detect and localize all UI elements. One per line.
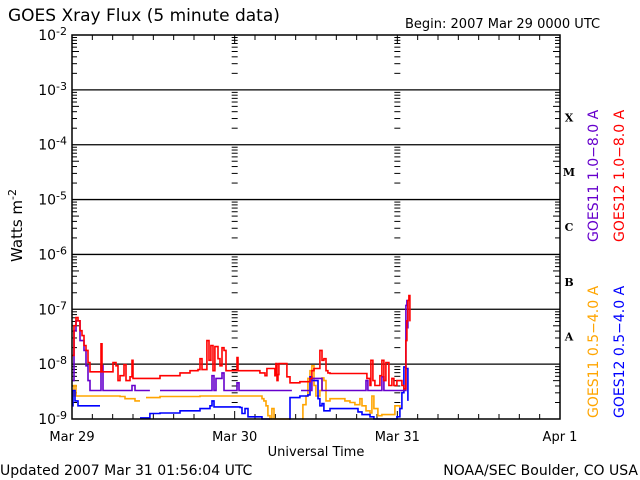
- flare-class-label: B: [564, 276, 573, 289]
- y-tick-label-exponent: -6: [56, 244, 67, 257]
- y-tick-label: 10-3: [38, 80, 67, 99]
- legend-entry: GOES11 1.0−8.0 A: [586, 109, 602, 242]
- y-tick-label-base: 10: [38, 412, 56, 428]
- y-tick-label: 10-4: [38, 135, 67, 154]
- x-axis-label: Universal Time: [268, 445, 365, 460]
- flare-class-label: A: [564, 331, 574, 344]
- y-axis-label-text: Watts m: [8, 200, 26, 262]
- y-tick-label-base: 10: [38, 302, 56, 318]
- y-tick-label-exponent: -7: [56, 299, 67, 312]
- flare-class-label: M: [563, 166, 575, 179]
- y-tick-label-exponent: -5: [56, 190, 67, 203]
- y-tick-label-base: 10: [38, 83, 56, 99]
- y-tick-label: 10-7: [38, 299, 67, 318]
- series-group: [72, 294, 411, 420]
- y-axis-label-sup: -2: [6, 189, 19, 200]
- y-tick-label-exponent: -3: [56, 80, 67, 93]
- flare-class-label: C: [565, 221, 574, 234]
- series-line-goes11-0-5-4-0-a: [72, 365, 401, 420]
- chart-title: GOES Xray Flux (5 minute data): [8, 6, 280, 26]
- legend-entry: GOES12 0.5−4.0 A: [612, 285, 628, 418]
- y-tick-label-base: 10: [38, 357, 56, 373]
- y-tick-label: 10-5: [38, 190, 67, 209]
- updated-timestamp: Updated 2007 Mar 31 01:56:04 UTC: [0, 463, 253, 479]
- series-line-goes12-1-0-8-0-a: [72, 294, 411, 390]
- series-line-goes12-0-5-4-0-a: [72, 366, 409, 420]
- y-tick-label: 10-2: [38, 25, 67, 44]
- y-tick-label: 10-9: [38, 409, 67, 428]
- legend-entry: GOES11 0.5−4.0 A: [586, 285, 602, 418]
- x-tick-label: Mar 30: [212, 430, 257, 445]
- y-tick-label-base: 10: [38, 193, 56, 209]
- y-tick-label-exponent: -8: [56, 354, 67, 367]
- x-tick-label: Mar 29: [49, 430, 94, 445]
- x-tick-label: Mar 31: [375, 430, 420, 445]
- y-tick-labels: 10-210-310-410-510-610-710-810-9: [38, 25, 67, 428]
- x-tick-labels: Mar 29 Mar 30 Mar 31 Apr 1: [49, 430, 577, 445]
- y-tick-label-base: 10: [38, 138, 56, 154]
- y-tick-label-exponent: -4: [56, 135, 67, 148]
- x-tick-label: Apr 1: [543, 430, 578, 445]
- legend: GOES11 0.5−4.0 A GOES12 0.5−4.0 A GOES11 1…: [586, 109, 628, 418]
- begin-label: Begin: 2007 Mar 29 0000 UTC: [405, 17, 600, 32]
- y-tick-label-base: 10: [38, 28, 56, 44]
- y-tick-label-exponent: -2: [56, 25, 67, 38]
- y-tick-label: 10-6: [38, 244, 67, 263]
- legend-entry: GOES12 1.0−8.0 A: [612, 109, 628, 242]
- credit-label: NOAA/SEC Boulder, CO USA: [443, 463, 638, 479]
- flare-class-labels: X M C B A: [563, 111, 575, 343]
- y-tick-label-base: 10: [38, 247, 56, 263]
- grid-lines: [72, 89, 560, 365]
- plot-frame: [71, 34, 561, 420]
- y-axis-label: Watts m-2: [6, 189, 26, 262]
- y-tick-label: 10-8: [38, 354, 67, 373]
- flare-class-label: X: [565, 111, 574, 124]
- y-tick-label-exponent: -9: [56, 409, 67, 422]
